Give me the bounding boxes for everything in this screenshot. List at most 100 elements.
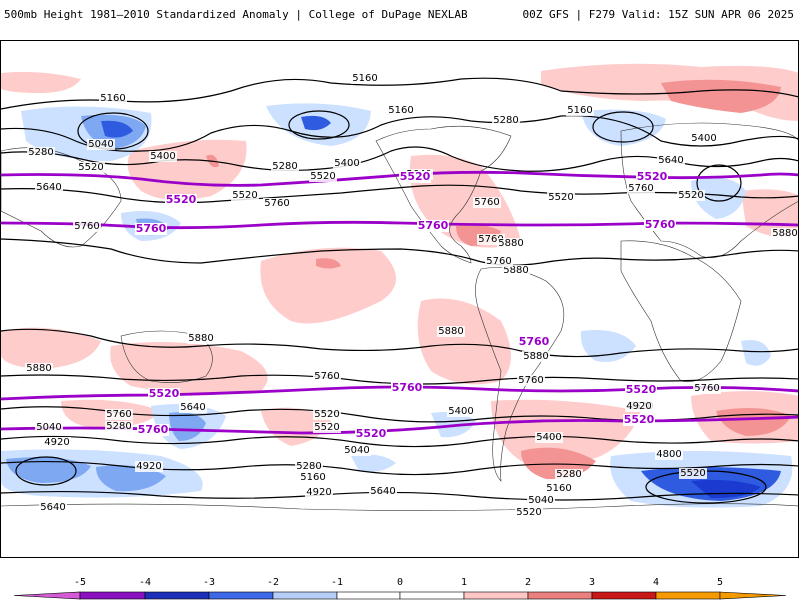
contour-label: 5880	[498, 238, 523, 249]
contour-label: 5520	[678, 190, 703, 201]
contour-label-bg	[693, 383, 721, 394]
anomaly-positive	[1, 327, 101, 369]
contour-5760-north	[1, 220, 798, 230]
coastline-asia-west	[1, 147, 122, 248]
anomaly-positive	[316, 258, 341, 269]
contour-label: 5520	[314, 409, 339, 420]
highlight-contour-label: 5520	[166, 193, 197, 206]
contour-label-bg	[333, 158, 361, 169]
contour-label-bg	[502, 265, 530, 276]
anomaly-negative	[301, 115, 331, 131]
highlight-label-bg	[623, 414, 655, 426]
contour-label: 5880	[523, 351, 548, 362]
contour-label-bg	[517, 375, 545, 386]
contour-label: 5040	[36, 422, 61, 433]
contour-low-5520	[696, 164, 742, 202]
contour-label-bg	[295, 461, 323, 472]
contour-label-bg	[369, 486, 397, 497]
contour-label: 5160	[546, 483, 571, 494]
contour-label-bg	[313, 409, 341, 420]
contour-low-4920	[15, 456, 77, 486]
colorbar-tick-label: 4	[653, 577, 659, 588]
contour-label-bg	[25, 363, 53, 374]
contour-label: 5040	[528, 495, 553, 506]
contour-label-bg	[35, 422, 63, 433]
contour-label: 5880	[438, 326, 463, 337]
contour-label: 5760	[74, 221, 99, 232]
coastline-africa	[620, 240, 742, 383]
highlight-label-bg	[417, 220, 449, 232]
contour-label: 5760	[628, 183, 653, 194]
coastline-antarctica	[1, 503, 798, 511]
contour-label-bg	[657, 155, 685, 166]
colorbar-segment	[208, 591, 274, 600]
colorbar-tick-label: -2	[267, 577, 279, 588]
highlight-label-bg	[644, 219, 676, 231]
contour-label: 4800	[656, 449, 681, 460]
contour-label: 5520	[310, 171, 335, 182]
contour-5880-south	[1, 328, 798, 358]
anomaly-map: 5160504052805520540056405520576057605160…	[1, 63, 798, 518]
contour-label: 5760	[264, 198, 289, 209]
contour-label-bg	[299, 472, 327, 483]
anomaly-negative	[6, 457, 91, 483]
anomaly-positive	[417, 298, 511, 385]
contour-label-bg	[179, 402, 207, 413]
highlight-contour-label: 5760	[138, 423, 169, 436]
colorbar-segment	[719, 591, 787, 600]
highlight-contour-label: 5760	[418, 219, 449, 232]
highlight-contour-label: 5520	[626, 383, 657, 396]
contour-label: 5520	[232, 190, 257, 201]
contour-label: 5760	[106, 409, 131, 420]
colorbar-segment	[336, 591, 401, 600]
contour-label: 5400	[691, 133, 716, 144]
contour-label: 5880	[188, 333, 213, 344]
contour-label-bg	[73, 221, 101, 232]
contour-5520-north	[1, 170, 798, 187]
anomaly-positive	[661, 79, 781, 113]
contour-label-bg	[492, 115, 520, 126]
contour-label: 4920	[306, 487, 331, 498]
contour-label-bg	[566, 105, 594, 116]
contour-label-bg	[271, 161, 299, 172]
contour-label: 5400	[448, 406, 473, 417]
contour-label-bg	[497, 238, 525, 249]
contour-label-bg	[447, 406, 475, 417]
contour-label-bg	[187, 333, 215, 344]
contour-label-bg	[547, 192, 575, 203]
highlight-label-bg	[148, 388, 180, 400]
anomaly-positive	[1, 71, 81, 93]
contour-label-bg	[99, 93, 127, 104]
highlight-label-bg	[518, 336, 550, 348]
colorbar-segment	[79, 591, 146, 600]
contour-4920-south	[1, 490, 798, 501]
contour-label: 5280	[106, 421, 131, 432]
contour-label: 5760	[694, 383, 719, 394]
colorbar-tick-label: 0	[397, 577, 403, 588]
contour-label: 4920	[136, 461, 161, 472]
highlight-label-bg	[636, 171, 668, 183]
colorbar-tick-label: -1	[331, 577, 343, 588]
contour-label: 5160	[352, 73, 377, 84]
contour-label: 5280	[493, 115, 518, 126]
contour-labels: 5160504052805520540056405520576057605160…	[25, 73, 798, 518]
contour-label-bg	[39, 502, 67, 513]
header: 500mb Height 1981–2010 Standardized Anom…	[0, 0, 800, 30]
highlight-contour-label: 5520	[624, 413, 655, 426]
highlight-label-bg	[135, 223, 167, 235]
contour-label-bg	[473, 197, 501, 208]
contour-low-5160	[288, 110, 350, 140]
contour-label-bg	[555, 469, 583, 480]
contour-label: 5280	[556, 469, 581, 480]
contour-label-bg	[527, 495, 555, 506]
contour-label-bg	[477, 234, 505, 245]
anomaly-negative	[741, 340, 771, 366]
contour-label-bg	[690, 133, 718, 144]
anomaly-negative	[691, 177, 746, 219]
contour-label-bg	[679, 468, 707, 479]
contour-low-5280	[592, 111, 654, 143]
anomaly-negative	[351, 454, 396, 472]
colorbar-tick-label: 2	[525, 577, 531, 588]
colorbar-tick-label: -3	[203, 577, 215, 588]
